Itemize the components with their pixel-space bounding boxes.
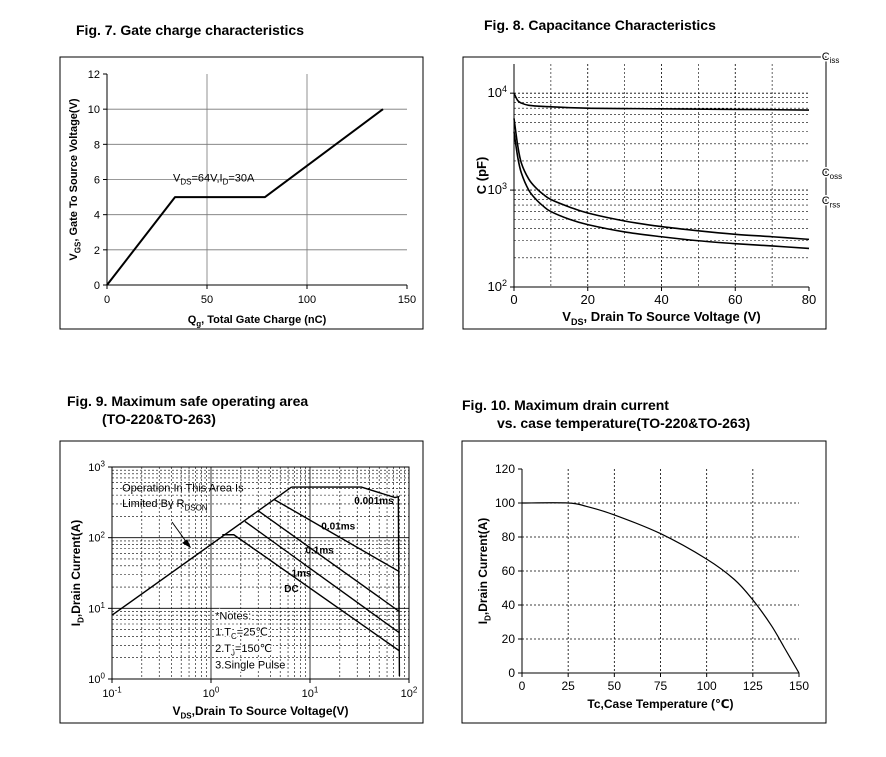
fig9-ytick-label: 102 <box>88 530 105 544</box>
fig9-annotation: 0.1ms <box>305 545 334 556</box>
fig9-series-dc <box>222 534 400 652</box>
fig7-ytick-label: 0 <box>94 280 100 292</box>
fig9-annotation: 1.TC=25℃ <box>215 627 268 641</box>
fig7-xtick-label: 0 <box>104 294 110 306</box>
fig9-annotation: *Notes: <box>215 610 251 622</box>
fig7-xtick-label: 50 <box>201 294 213 306</box>
fig10-title: Fig. 10. Maximum drain current vs. case … <box>462 397 751 431</box>
fig8-ytick-label: 102 <box>488 278 507 294</box>
fig7-ylabel: VGS, Gate To Source Voltage(V) <box>68 98 82 260</box>
fig10-ytick-label: 60 <box>502 564 516 578</box>
fig8-xtick-label: 20 <box>581 292 595 307</box>
fig7-ytick-label: 6 <box>94 175 100 187</box>
fig7-title: Fig. 7. Gate charge characteristics <box>76 22 304 38</box>
fig9-annotation-arrowhead <box>182 539 192 549</box>
fig9-xlabel: VDS,Drain To Source Voltage(V) <box>172 704 348 721</box>
fig8-ytick-label: 104 <box>488 84 507 100</box>
fig8-series-crss <box>513 131 810 250</box>
fig9-ylabel: ID,Drain Current(A) <box>69 520 86 626</box>
fig7-ytick-label: 10 <box>88 104 100 116</box>
fig10-ytick-label: 120 <box>495 462 515 476</box>
fig7-annotation: VDS=64V,ID=30A <box>173 172 255 186</box>
fig10-xtick-label: 125 <box>743 679 763 693</box>
fig9-series-rds-on-limit <box>111 486 292 616</box>
fig10-ylabel: ID,Drain Current(A) <box>476 518 493 624</box>
fig9-ytick-label: 100 <box>88 672 105 686</box>
fig9-annotation: Operation In This Area Is <box>122 483 244 495</box>
fig7-frame <box>59 56 424 330</box>
fig7-xtick-label: 100 <box>298 294 316 306</box>
fig8-xlabel: VDS, Drain To Source Voltage (V) <box>562 309 760 327</box>
fig10-ytick-label: 40 <box>502 598 516 612</box>
fig9-ytick-label: 101 <box>88 601 105 615</box>
fig7-xlabel: Qg, Total Gate Charge (nC) <box>188 314 327 328</box>
fig10-xtick-label: 50 <box>608 679 622 693</box>
fig9-annotation: 0.01ms <box>321 522 355 533</box>
fig9-series-0-001ms <box>291 486 401 677</box>
fig7-ytick-label: 4 <box>94 210 100 222</box>
fig10-xtick-label: 100 <box>697 679 717 693</box>
fig9-annotation: 2.TJ=150℃ <box>215 643 272 657</box>
fig7-xtick-label: 150 <box>398 294 416 306</box>
fig8-series-coss <box>513 118 810 241</box>
fig10-xtick-label: 75 <box>654 679 668 693</box>
fig9-title: Fig. 9. Maximum safe operating area (TO-… <box>67 393 309 427</box>
fig8-xtick-label: 60 <box>728 292 742 307</box>
fig8-ylabel: C (pF) <box>474 157 489 195</box>
fig10-ytick-label: 20 <box>502 632 516 646</box>
fig9-annotation: 0.001ms <box>354 496 394 507</box>
fig9-xtick-label: 101 <box>302 686 319 700</box>
fig7-series-vgs <box>106 108 384 286</box>
fig9-annotation: 1ms <box>291 569 311 580</box>
fig10-series-id <box>521 502 800 674</box>
fig7-ytick-label: 8 <box>94 139 100 151</box>
fig10-ytick-label: 100 <box>495 496 515 510</box>
fig9-xtick-label: 102 <box>401 686 418 700</box>
fig9-series-1ms <box>244 520 400 634</box>
fig8-frame <box>462 56 827 330</box>
fig10-xlabel: Tc,Case Temperature (℃) <box>587 697 733 711</box>
fig10-xtick-label: 25 <box>561 679 575 693</box>
fig8-xtick-label: 0 <box>510 292 517 307</box>
fig10-xtick-label: 0 <box>519 679 526 693</box>
fig7-ytick-label: 12 <box>88 69 100 81</box>
fig8-series-ciss <box>513 92 810 111</box>
fig10-frame <box>461 440 827 724</box>
fig9-plot-box <box>111 466 410 680</box>
fig9-annotation: 3.Single Pulse <box>215 660 285 672</box>
fig9-xtick-label: 100 <box>203 686 220 700</box>
fig7-ytick-label: 2 <box>94 245 100 257</box>
fig9-frame <box>59 440 424 724</box>
fig10-xtick-label: 150 <box>789 679 809 693</box>
fig8-xtick-label: 80 <box>802 292 816 307</box>
fig9-series-0-01ms <box>273 498 400 573</box>
fig9-annotation: DC <box>284 584 298 595</box>
fig8-annotation: Crss <box>822 195 841 209</box>
fig9-ytick-label: 103 <box>88 460 105 474</box>
fig8-xtick-label: 40 <box>654 292 668 307</box>
fig10-ytick-label: 0 <box>508 666 515 680</box>
fig8-annotation: Ciss <box>822 51 840 65</box>
fig8-title: Fig. 8. Capacitance Characteristics <box>484 17 716 33</box>
fig9-xtick-label: 10-1 <box>102 686 122 700</box>
fig8-annotation: Coss <box>822 167 842 181</box>
fig9-annotation: Limited By RDSON <box>122 498 208 512</box>
fig9-series-0-1ms <box>257 510 400 613</box>
fig10-ytick-label: 80 <box>502 530 516 544</box>
fig8-ytick-label: 103 <box>488 181 507 197</box>
